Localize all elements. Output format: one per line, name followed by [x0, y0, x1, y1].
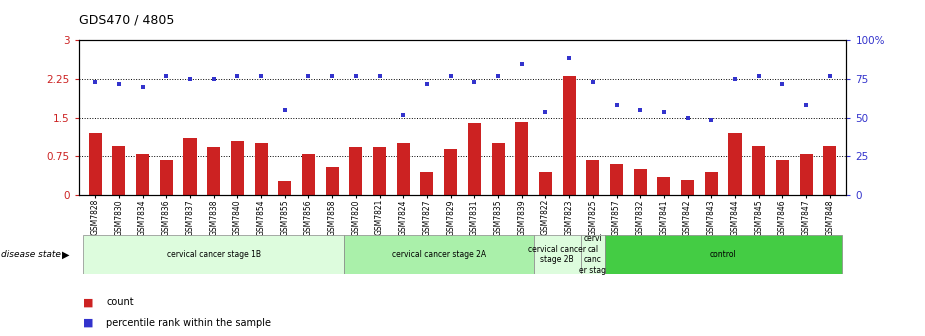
Bar: [344, 235, 534, 274]
Text: count: count: [106, 297, 134, 307]
Bar: [89, 133, 102, 195]
Bar: [183, 138, 196, 195]
Text: control: control: [709, 250, 736, 259]
Point: [561, 56, 576, 61]
Bar: [136, 154, 149, 195]
Point: [349, 74, 364, 79]
Bar: [468, 123, 481, 195]
Bar: [326, 167, 339, 195]
Bar: [83, 235, 344, 274]
Bar: [515, 122, 528, 195]
Point: [775, 81, 790, 87]
Text: percentile rank within the sample: percentile rank within the sample: [106, 318, 271, 328]
Bar: [421, 172, 434, 195]
Point: [633, 107, 648, 113]
Bar: [444, 149, 457, 195]
Point: [610, 102, 624, 108]
Bar: [705, 172, 718, 195]
Bar: [562, 76, 575, 195]
Bar: [534, 235, 581, 274]
Point: [467, 79, 482, 84]
Text: GDS470 / 4805: GDS470 / 4805: [79, 13, 174, 27]
Bar: [207, 148, 220, 195]
Point: [704, 118, 719, 123]
Point: [182, 76, 197, 82]
Text: ▶: ▶: [62, 250, 69, 259]
Point: [88, 79, 103, 84]
Point: [396, 112, 411, 118]
Point: [325, 74, 339, 79]
Bar: [799, 154, 812, 195]
Bar: [681, 180, 694, 195]
Text: ■: ■: [83, 318, 93, 328]
Point: [372, 74, 387, 79]
Bar: [586, 160, 599, 195]
Text: cervi
cal
canc
er stag: cervi cal canc er stag: [579, 235, 606, 275]
Point: [159, 74, 174, 79]
Point: [657, 110, 672, 115]
Text: cervical cancer
stage 2B: cervical cancer stage 2B: [528, 245, 586, 264]
Bar: [539, 172, 552, 195]
Bar: [581, 235, 605, 274]
Point: [728, 76, 743, 82]
Point: [420, 81, 435, 87]
Point: [443, 74, 458, 79]
Point: [822, 74, 837, 79]
Point: [680, 115, 695, 120]
Bar: [350, 147, 363, 195]
Text: cervical cancer stage 2A: cervical cancer stage 2A: [392, 250, 486, 259]
Bar: [254, 143, 267, 195]
Point: [751, 74, 766, 79]
Text: disease state: disease state: [1, 250, 61, 259]
Text: ■: ■: [83, 297, 93, 307]
Point: [230, 74, 245, 79]
Point: [253, 74, 268, 79]
Bar: [373, 147, 386, 195]
Bar: [397, 143, 410, 195]
Bar: [491, 143, 504, 195]
Point: [538, 110, 553, 115]
Point: [514, 61, 529, 66]
Point: [112, 81, 127, 87]
Bar: [302, 154, 315, 195]
Bar: [278, 181, 291, 195]
Point: [135, 84, 150, 89]
Bar: [776, 160, 789, 195]
Bar: [605, 235, 842, 274]
Bar: [113, 146, 126, 195]
Point: [301, 74, 315, 79]
Bar: [752, 146, 765, 195]
Point: [490, 74, 505, 79]
Point: [798, 102, 813, 108]
Bar: [823, 146, 836, 195]
Bar: [729, 133, 742, 195]
Bar: [634, 169, 647, 195]
Bar: [160, 160, 173, 195]
Text: cervical cancer stage 1B: cervical cancer stage 1B: [166, 250, 261, 259]
Point: [278, 107, 292, 113]
Point: [206, 76, 221, 82]
Point: [586, 79, 600, 84]
Bar: [610, 164, 623, 195]
Bar: [231, 141, 244, 195]
Bar: [658, 177, 671, 195]
